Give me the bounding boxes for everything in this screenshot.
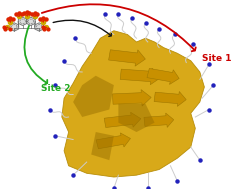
Polygon shape — [73, 76, 114, 117]
FancyArrow shape — [104, 112, 141, 128]
FancyArrow shape — [109, 50, 145, 66]
FancyArrow shape — [96, 133, 130, 149]
FancyArrow shape — [112, 90, 151, 106]
Text: Site 1: Site 1 — [202, 54, 232, 63]
FancyArrow shape — [154, 91, 186, 106]
Polygon shape — [62, 31, 204, 177]
FancyArrow shape — [147, 68, 179, 84]
Polygon shape — [35, 23, 43, 31]
FancyArrow shape — [120, 68, 161, 85]
Polygon shape — [118, 104, 155, 132]
Polygon shape — [91, 132, 114, 160]
Polygon shape — [27, 17, 35, 26]
FancyArrow shape — [144, 113, 174, 127]
Polygon shape — [10, 23, 18, 31]
Text: Site 2: Site 2 — [41, 84, 71, 93]
Polygon shape — [18, 17, 27, 26]
